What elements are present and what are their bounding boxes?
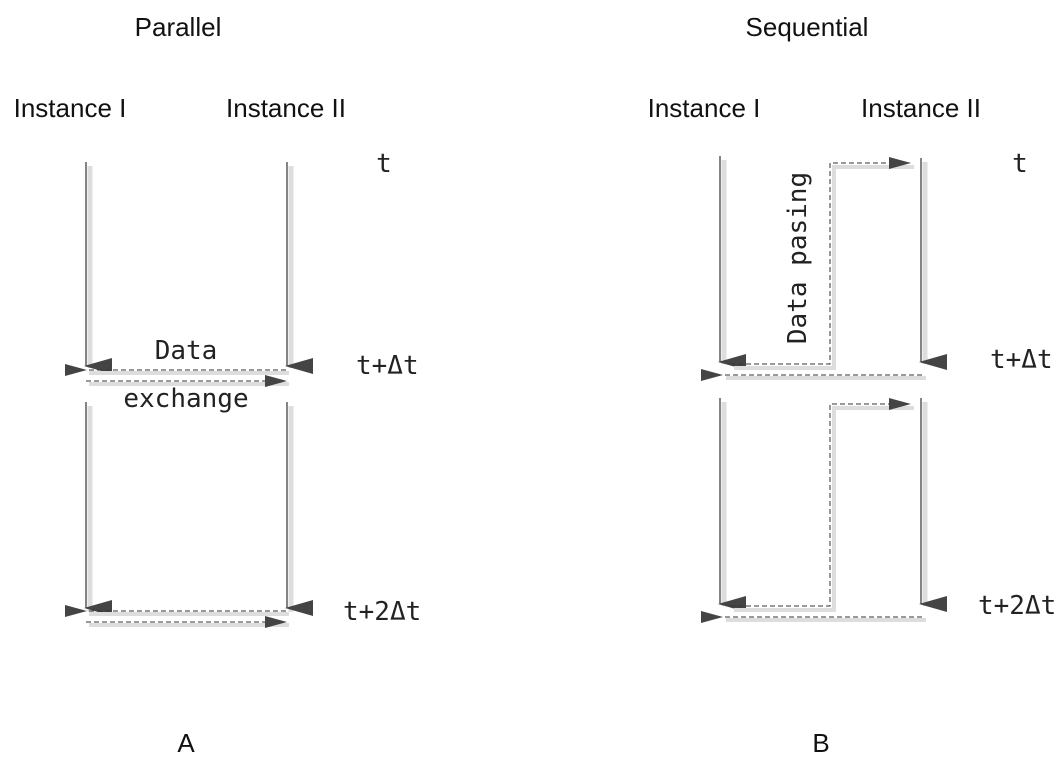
sequential-title: Sequential — [746, 12, 869, 42]
parallel-exchange-arrows-2 — [65, 605, 289, 628]
parallel-timeline-2-upper — [285, 162, 313, 374]
time-label-t-plus-dt: t+Δt — [990, 345, 1053, 375]
time-label-t-plus-dt: t+Δt — [356, 351, 419, 381]
parallel-exchange-label-line1: Data — [155, 336, 218, 366]
parallel-panel: Parallel Instance I Instance II Data e — [14, 12, 346, 758]
sequential-timeline-1-lower — [718, 398, 746, 612]
parallel-exchange-label-line2: exchange — [123, 384, 248, 414]
sequential-time-labels: t t+Δt t+2Δt — [978, 149, 1056, 621]
parallel-timeline-2-lower — [285, 402, 313, 616]
time-label-t: t — [1012, 149, 1028, 179]
sequential-passing-path-1 — [730, 157, 914, 370]
sequential-passing-label: Data pasing — [783, 172, 813, 344]
sequential-return-arrow-1 — [701, 369, 926, 381]
sequential-timeline-2-upper — [919, 158, 947, 370]
sequential-return-arrow-2 — [701, 611, 926, 623]
parallel-exchange-arrows-1 — [65, 364, 289, 387]
parallel-caption: A — [177, 728, 195, 758]
sequential-passing-path-2 — [730, 398, 914, 612]
sequential-panel: Sequential Instance I Instance II — [648, 12, 981, 758]
parallel-timeline-1-lower — [84, 402, 112, 616]
sequential-caption: B — [812, 728, 829, 758]
sequential-instance-2-label: Instance II — [861, 93, 981, 123]
sequential-timeline-2-lower — [919, 398, 947, 612]
time-label-t-plus-2dt: t+2Δt — [978, 591, 1056, 621]
sequential-instance-1-label: Instance I — [648, 93, 761, 123]
parallel-instance-2-label: Instance II — [226, 93, 346, 123]
parallel-title: Parallel — [135, 12, 222, 42]
parallel-instance-1-label: Instance I — [14, 93, 127, 123]
time-label-t-plus-2dt: t+2Δt — [343, 597, 421, 627]
time-label-t: t — [376, 149, 392, 179]
parallel-time-labels: t t+Δt t+2Δt — [343, 149, 421, 627]
sequential-timeline-1-upper — [718, 156, 746, 370]
parallel-timeline-1-upper — [84, 162, 112, 374]
